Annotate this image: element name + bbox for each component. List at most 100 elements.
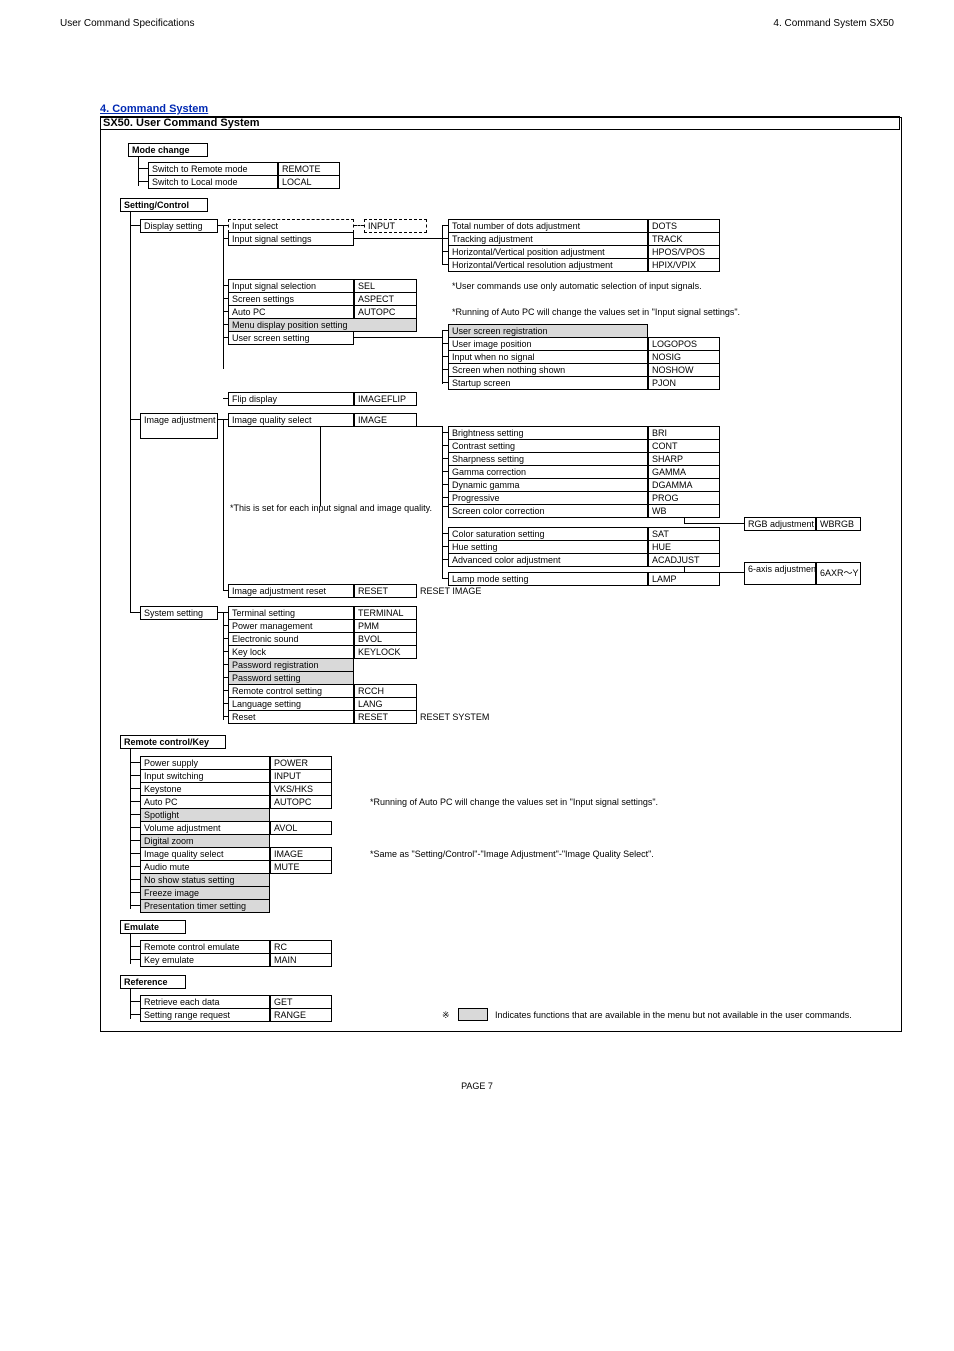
wbrgb-cmd: WBRGB — [816, 517, 861, 531]
rgb-adj: RGB adjustment — [744, 517, 816, 531]
cont-cmd: CONT — [648, 439, 720, 453]
image2-cmd: IMAGE — [270, 847, 332, 861]
page-footer: PAGE 7 — [0, 1081, 954, 1091]
screen-settings: Screen settings — [228, 292, 354, 306]
section-title: 4. Command System — [100, 103, 208, 115]
range-cmd: RANGE — [270, 1008, 332, 1022]
remote-ctrl: Remote control setting — [228, 684, 354, 698]
remote-mode: Switch to Remote mode — [148, 162, 278, 176]
flip-display: Flip display — [228, 392, 354, 406]
user-note: *User commands use only automatic select… — [452, 281, 702, 291]
main-cmd: MAIN — [270, 953, 332, 967]
autopc-note2: *Running of Auto PC will change the valu… — [370, 797, 658, 807]
user-screen-reg: User screen registration — [448, 324, 648, 338]
local-mode: Switch to Local mode — [148, 175, 278, 189]
terminal-cmd: TERMINAL — [354, 606, 417, 620]
vkshks-cmd: VKS/HKS — [270, 782, 332, 796]
power-cmd: POWER — [270, 756, 332, 770]
vol-adj: Volume adjustment — [140, 821, 270, 835]
input-signal-sel: Input signal selection — [228, 279, 354, 293]
same-as-note: *Same as "Setting/Control"-"Image Adjust… — [370, 849, 654, 859]
elec-sound: Electronic sound — [228, 632, 354, 646]
system-setting: System setting — [140, 606, 218, 620]
reset: Reset — [228, 710, 354, 724]
get-cmd: GET — [270, 995, 332, 1009]
hue: Hue setting — [448, 540, 648, 554]
sixaxr-cmd: 6AXR～Y — [816, 562, 861, 585]
six-axis: 6-axis adjustment — [744, 562, 816, 585]
input-select: Input select — [228, 219, 354, 233]
remote-cmd: REMOTE — [278, 162, 340, 176]
hpixvpix-cmd: HPIX/VPIX — [648, 258, 720, 272]
sel-cmd: SEL — [354, 279, 417, 293]
sat-cmd: SAT — [648, 527, 720, 541]
setting-range: Setting range request — [140, 1008, 270, 1022]
track-cmd: TRACK — [648, 232, 720, 246]
avol-cmd: AVOL — [270, 821, 332, 835]
freeze: Freeze image — [140, 886, 270, 900]
legend-mark: ※ — [442, 1010, 450, 1021]
reset2-cmd: RESET — [354, 710, 417, 724]
menu-display: Menu display position setting — [228, 318, 417, 332]
power-mgmt: Power management — [228, 619, 354, 633]
bri-cmd: BRI — [648, 426, 720, 440]
no-show-status: No show status setting — [140, 873, 270, 887]
sharp-cmd: SHARP — [648, 452, 720, 466]
image-quality: Image quality select — [228, 413, 354, 427]
mute-cmd: MUTE — [270, 860, 332, 874]
power-supply: Power supply — [140, 756, 270, 770]
dgamma-cmd: DGAMMA — [648, 478, 720, 492]
key-emulate: Key emulate — [140, 953, 270, 967]
imageflip-cmd: IMAGEFLIP — [354, 392, 417, 406]
display-setting: Display setting — [140, 219, 218, 233]
header-right: 4. Command System SX50 — [773, 18, 894, 29]
rc-cmd: RC — [270, 940, 332, 954]
bvol-cmd: BVOL — [354, 632, 417, 646]
auto-pc-row: Auto PC — [140, 795, 270, 809]
legend-text: Indicates functions that are available i… — [495, 1010, 852, 1020]
keylock-cmd: KEYLOCK — [354, 645, 417, 659]
legend-swatch — [458, 1008, 488, 1021]
this-set-note: *This is set for each input signal and i… — [230, 503, 432, 513]
pjon-cmd: PJON — [648, 376, 720, 390]
img-qual-sel: Image quality select — [140, 847, 270, 861]
lamp-cmd: LAMP — [648, 572, 720, 586]
hv-res: Horizontal/Vertical resolution adjustmen… — [448, 258, 648, 272]
prog-cmd: PROG — [648, 491, 720, 505]
pwd-reg: Password registration — [228, 658, 354, 672]
header-left: User Command Specifications — [60, 18, 195, 29]
image-cmd: IMAGE — [354, 413, 417, 427]
brightness: Brightness setting — [448, 426, 648, 440]
mode-change-label: Mode change — [128, 143, 208, 157]
spotlight: Spotlight — [140, 808, 270, 822]
input-signal-settings: Input signal settings — [228, 232, 354, 246]
audio-mute: Audio mute — [140, 860, 270, 874]
startup-screen: Startup screen — [448, 376, 648, 390]
pwd-set: Password setting — [228, 671, 354, 685]
gamma-cmd: GAMMA — [648, 465, 720, 479]
user-screen-setting: User screen setting — [228, 331, 354, 345]
img-adj-reset: Image adjustment reset — [228, 584, 354, 598]
autopc-note: *Running of Auto PC will change the valu… — [452, 307, 740, 317]
auto-pc: Auto PC — [228, 305, 354, 319]
setting-control: Setting/Control — [120, 198, 208, 212]
gamma: Gamma correction — [448, 465, 648, 479]
color-sat: Color saturation setting — [448, 527, 648, 541]
rcch-cmd: RCCH — [354, 684, 417, 698]
pmm-cmd: PMM — [354, 619, 417, 633]
wb-cmd: WB — [648, 504, 720, 518]
remote-key: Remote control/Key — [120, 735, 226, 749]
hposvpos-cmd: HPOS/VPOS — [648, 245, 720, 259]
nosig-cmd: NOSIG — [648, 350, 720, 364]
acadjust-cmd: ACADJUST — [648, 553, 720, 567]
lang-cmd: LANG — [354, 697, 417, 711]
autopc2-cmd: AUTOPC — [270, 795, 332, 809]
tracking: Tracking adjustment — [448, 232, 648, 246]
hv-pos: Horizontal/Vertical position adjustment — [448, 245, 648, 259]
screen-nothing: Screen when nothing shown — [448, 363, 648, 377]
aspect-cmd: ASPECT — [354, 292, 417, 306]
noshow-cmd: NOSHOW — [648, 363, 720, 377]
keystone: Keystone — [140, 782, 270, 796]
local-cmd: LOCAL — [278, 175, 340, 189]
terminal: Terminal setting — [228, 606, 354, 620]
